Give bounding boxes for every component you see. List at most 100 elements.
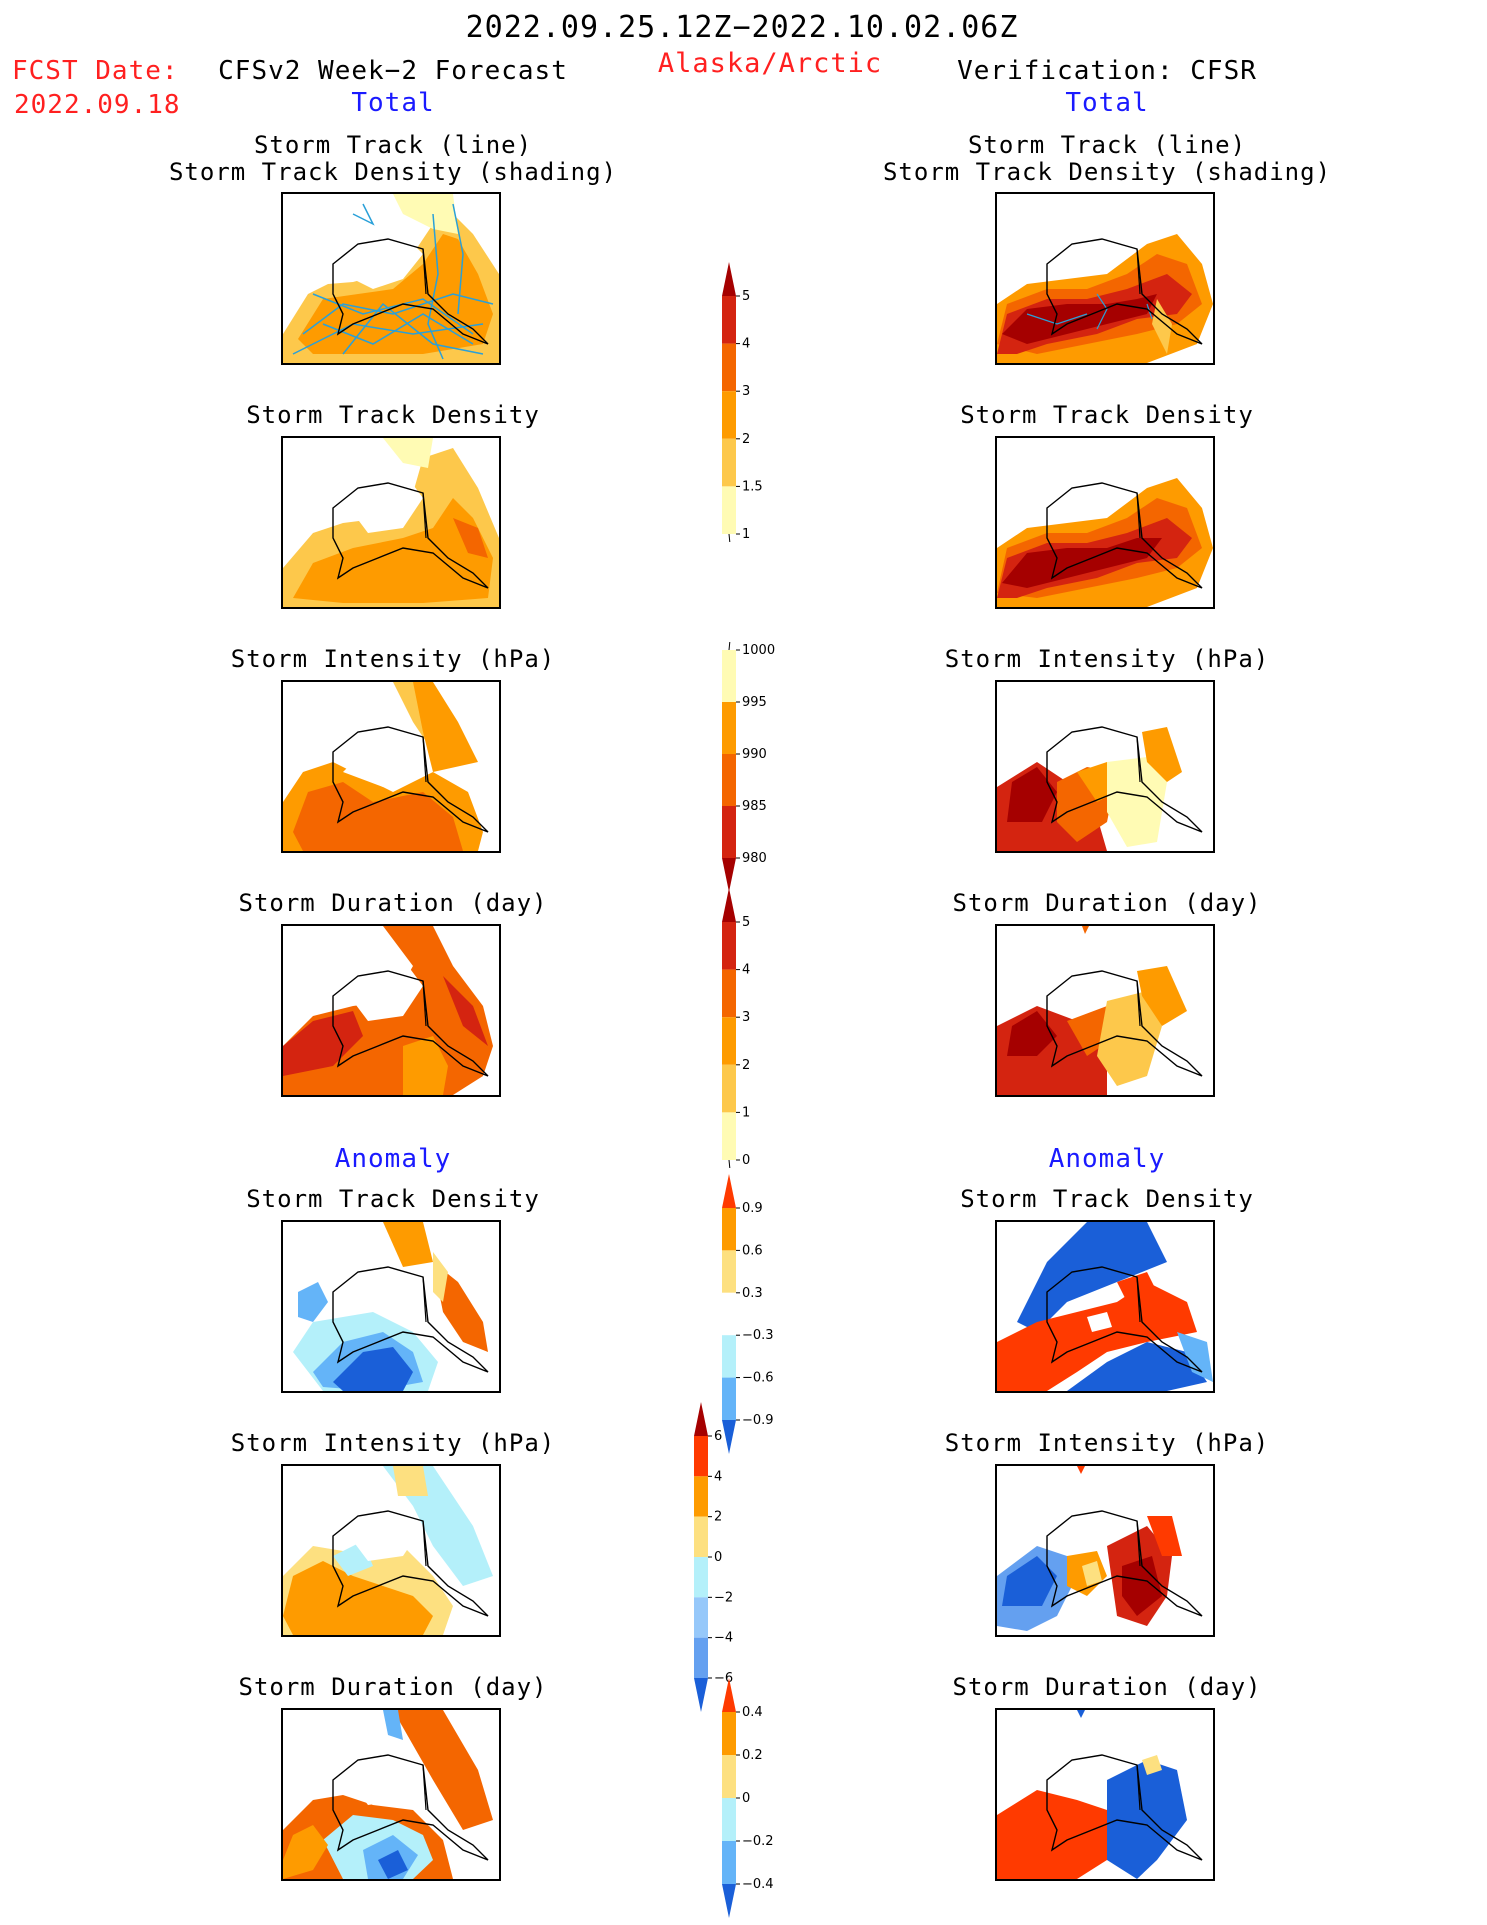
colorbar-swatch [722,486,736,534]
colorbar-top-arrow [694,1402,708,1436]
colorbar-tick-label: −0.2 [742,1834,774,1849]
verif-density-title: Storm Track Density [960,401,1254,429]
forecast-density-map [281,436,501,609]
forecast-anomaly-label: Anomaly [334,1144,452,1174]
forecast-track-title-line1: Storm Track (line) [253,131,533,159]
colorbar-swatch [694,1516,708,1557]
verif-track-title-line1: Storm Track (line) [967,131,1247,159]
colorbar-tick-label: 0.9 [742,1201,763,1216]
forecast-column-title: CFSv2 Week−2 Forecast [218,56,568,86]
colorbar-tick-label: 1000 [742,643,775,658]
colorbar-tick-label: −0.9 [742,1413,774,1428]
forecast-density-title: Storm Track Density [246,401,540,429]
colorbar-tick-label: 4 [742,963,750,978]
verif-density-anom-title: Storm Track Density [960,1185,1254,1213]
verif-density-anom-map [995,1220,1215,1393]
colorbar-tick-label: 2 [742,1058,750,1073]
colorbar-tick-label: 0.6 [742,1243,763,1258]
colorbar-bottom-tail [728,1159,731,1168]
forecast-intensity-anom-map [281,1464,501,1637]
forecast-track-title: Storm Track (line) Storm Track Density (… [169,132,617,186]
colorbar-top-arrow [722,1174,736,1208]
colorbar-swatch [722,1335,736,1378]
colorbar-tick-label: 990 [742,747,767,762]
colorbar-top-arrow [722,1678,736,1712]
colorbar-swatch [722,1017,736,1065]
colorbar-swatch [722,1112,736,1160]
colorbar-swatch [722,650,736,702]
colorbar-tick-label: 1.5 [742,479,763,494]
verif-intensity-anom-map [995,1464,1215,1637]
colorbar-tick-label: 4 [714,1469,722,1484]
colorbar-tick-label: −2 [714,1590,733,1605]
colorbar-swatch [694,1476,708,1517]
colorbar-swatch [722,1798,736,1841]
colorbar-swatch [722,438,736,487]
colorbar-swatch [722,1250,736,1293]
verif-duration-map [995,924,1215,1097]
forecast-intensity-title: Storm Intensity (hPa) [230,645,556,673]
colorbar-swatch [722,343,736,392]
colorbar-swatch [722,1064,736,1113]
colorbar-bottom-arrow [694,1678,708,1712]
colorbar-tick-label: 0.3 [742,1286,763,1301]
forecast-total-label: Total [351,88,435,118]
forecast-intensity-map [281,680,501,853]
colorbar-swatch [722,296,736,344]
colorbar-tick-label: 1 [742,527,750,542]
colorbar-tick-label: 995 [742,695,767,710]
verif-density-map [995,436,1215,609]
colorbar-tick-label: 985 [742,799,767,814]
colorbar-top-tail [728,642,731,651]
colorbar-tick-label: 0.2 [742,1748,763,1763]
colorbar-tick-label: 6 [714,1429,722,1444]
colorbar-swatch [694,1436,708,1477]
colorbar-tick-label: 2 [742,432,750,447]
colorbar-swatch [722,1841,736,1884]
verif-duration-anom-map [995,1708,1215,1881]
colorbar-tick-label: −0.6 [742,1371,774,1386]
colorbar-swatch [722,1755,736,1798]
forecast-duration-title: Storm Duration (day) [238,889,548,917]
forecast-track-title-line2: Storm Track Density (shading) [168,158,618,186]
colorbar-swatch [722,1208,736,1251]
colorbar-tick-label: −0.3 [742,1328,774,1343]
colorbar-tick-label: 5 [742,915,750,930]
colorbar-tick-label: 0 [714,1550,722,1565]
verif-intensity-map [995,680,1215,853]
verif-duration-anom-title: Storm Duration (day) [952,1673,1262,1701]
verif-track-title-line2: Storm Track Density (shading) [882,158,1332,186]
colorbar-bottom-arrow [722,858,736,892]
forecast-density-anom-title: Storm Track Density [246,1185,540,1213]
forecast-intensity-anom-title: Storm Intensity (hPa) [230,1429,556,1457]
colorbar-bottom-arrow [722,1884,736,1918]
verif-track-title: Storm Track (line) Storm Track Density (… [883,132,1331,186]
colorbar-duration-total: 5 4 3 2 1 0 [722,888,750,1168]
colorbar-top-arrow [722,262,736,296]
verification-total-label: Total [1065,88,1149,118]
colorbar-intensity-total: 1000 995 990 985 980 [722,642,775,892]
forecast-duration-anom-map [281,1708,501,1881]
colorbar-swatch [722,969,736,1018]
colorbar-top-arrow [722,888,736,922]
colorbar-bottom-arrow [722,1420,736,1454]
forecast-track-map [281,192,501,365]
colorbar-swatch [722,806,736,858]
colorbar-swatch [722,391,736,439]
region-title: Alaska/Arctic [657,48,883,79]
verif-intensity-title: Storm Intensity (hPa) [944,645,1270,673]
period-title: 2022.09.25.12Z−2022.10.02.06Z [465,10,1019,45]
colorbar-duration-anom: 0.4 0.2 0 −0.2 −0.4 [722,1678,774,1918]
colorbar-tick-label: 4 [742,337,750,352]
colorbar-density-anom: 0.9 0.6 0.3 −0.3 −0.6 −0.9 [722,1174,774,1454]
colorbar-swatch [722,702,736,754]
colorbar-swatch [694,1637,708,1678]
colorbar-tick-label: 0 [742,1791,750,1806]
colorbar-tick-label: −4 [714,1631,733,1646]
colorbar-tick-label: 1 [742,1105,750,1120]
colorbar-swatch [722,754,736,806]
colorbar-swatch [722,922,736,970]
forecast-duration-map [281,924,501,1097]
forecast-duration-anom-title: Storm Duration (day) [238,1673,548,1701]
